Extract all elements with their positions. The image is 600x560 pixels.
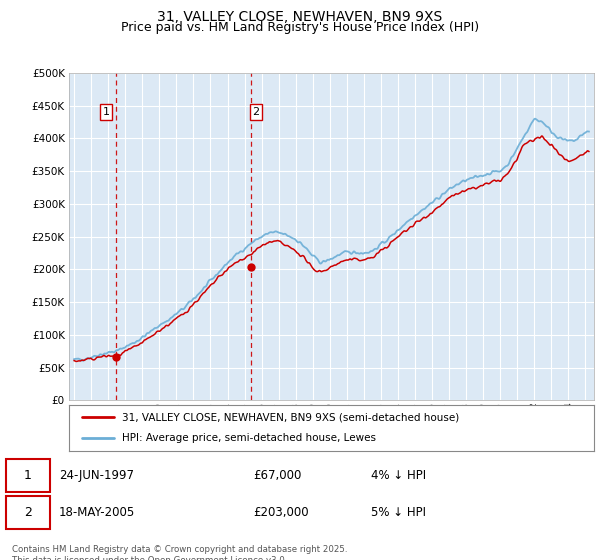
Text: 1: 1: [103, 107, 110, 117]
Text: 31, VALLEY CLOSE, NEWHAVEN, BN9 9XS: 31, VALLEY CLOSE, NEWHAVEN, BN9 9XS: [157, 10, 443, 24]
Text: Contains HM Land Registry data © Crown copyright and database right 2025.
This d: Contains HM Land Registry data © Crown c…: [12, 545, 347, 560]
Text: 31, VALLEY CLOSE, NEWHAVEN, BN9 9XS (semi-detached house): 31, VALLEY CLOSE, NEWHAVEN, BN9 9XS (sem…: [121, 412, 459, 422]
Text: 2: 2: [24, 506, 32, 520]
Text: HPI: Average price, semi-detached house, Lewes: HPI: Average price, semi-detached house,…: [121, 433, 376, 444]
FancyBboxPatch shape: [6, 496, 50, 530]
Text: Price paid vs. HM Land Registry's House Price Index (HPI): Price paid vs. HM Land Registry's House …: [121, 21, 479, 34]
Text: 24-JUN-1997: 24-JUN-1997: [59, 469, 134, 482]
FancyBboxPatch shape: [6, 459, 50, 492]
Text: £203,000: £203,000: [253, 506, 308, 520]
Text: 4% ↓ HPI: 4% ↓ HPI: [371, 469, 425, 482]
Text: 1: 1: [24, 469, 32, 482]
Text: 18-MAY-2005: 18-MAY-2005: [59, 506, 135, 520]
Text: 2: 2: [253, 107, 260, 117]
Text: 5% ↓ HPI: 5% ↓ HPI: [371, 506, 425, 520]
Text: £67,000: £67,000: [253, 469, 301, 482]
